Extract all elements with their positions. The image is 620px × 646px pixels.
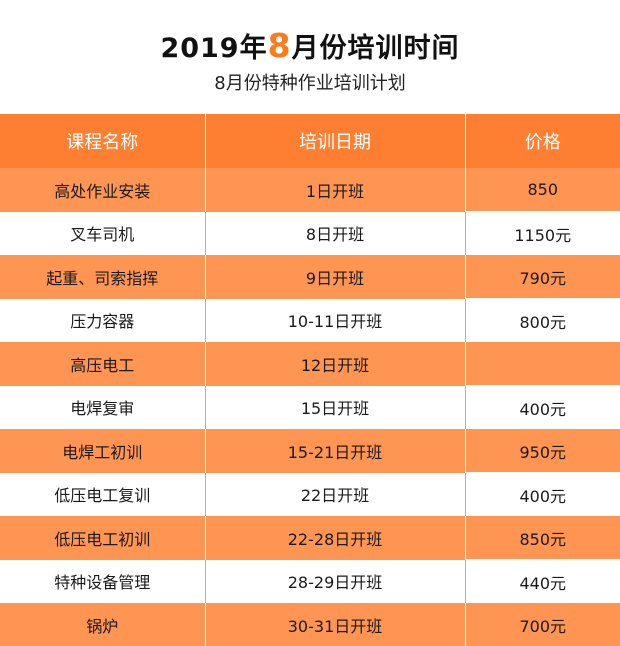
- table-row: 高处作业安装 1日开班 850: [0, 168, 620, 212]
- table-header-row: 课程名称 培训日期 价格: [0, 114, 620, 168]
- price-cell: 440元: [464, 559, 620, 603]
- training-schedule-table: 课程名称 培训日期 价格 高处作业安装 1日开班 850 叉车司机 8日开班 1…: [0, 114, 620, 646]
- price-cell: 400元: [464, 472, 620, 516]
- training-date-cell: 15日开班: [204, 385, 465, 429]
- table-row: 叉车司机 8日开班 1150元: [0, 211, 620, 255]
- training-date-cell: 1日开班: [204, 168, 465, 212]
- table-row: 压力容器 10-11日开班 800元: [0, 298, 620, 342]
- training-date-cell: 28-29日开班: [204, 559, 465, 603]
- course-name-cell: 压力容器: [0, 298, 205, 342]
- course-name-cell: 高处作业安装: [0, 168, 205, 212]
- course-name-cell: 电焊工初训: [0, 429, 205, 473]
- price-cell: 1150元: [464, 211, 620, 255]
- training-date-cell: 22日开班: [204, 472, 465, 516]
- training-date-cell: 22-28日开班: [204, 516, 465, 560]
- table-row: 低压电工复训 22日开班 400元: [0, 472, 620, 516]
- table-row: 特种设备管理 28-29日开班 440元: [0, 559, 620, 603]
- training-date-cell: 30-31日开班: [204, 603, 465, 646]
- title-year: 2019年: [160, 33, 268, 64]
- price-cell: 800元: [464, 298, 620, 342]
- training-date-cell: 9日开班: [204, 255, 465, 299]
- price-cell: 400元: [464, 385, 620, 429]
- table-row: 低压电工初训 22-28日开班 850元: [0, 516, 620, 560]
- table-row: 电焊复审 15日开班 400元: [0, 385, 620, 429]
- price-cell: 790元: [464, 255, 620, 299]
- title-month-highlight: 8: [267, 26, 292, 65]
- title-suffix: 月份培训时间: [291, 33, 460, 64]
- course-name-cell: 低压电工复训: [0, 472, 205, 516]
- table-row: 电焊工初训 15-21日开班 950元: [0, 429, 620, 473]
- header-course-name: 课程名称: [0, 114, 205, 168]
- course-name-cell: 起重、司索指挥: [0, 255, 205, 299]
- course-name-cell: 特种设备管理: [0, 559, 205, 603]
- price-cell: 850元: [464, 516, 620, 560]
- table-row: 锅炉 30-31日开班 700元: [0, 603, 620, 646]
- course-name-cell: 叉车司机: [0, 211, 205, 255]
- training-date-cell: 15-21日开班: [204, 429, 465, 473]
- table-row: 起重、司索指挥 9日开班 790元: [0, 255, 620, 299]
- course-name-cell: 高压电工: [0, 342, 205, 386]
- course-name-cell: 锅炉: [0, 603, 205, 646]
- price-cell: [464, 342, 620, 386]
- header-training-date: 培训日期: [204, 114, 465, 168]
- training-date-cell: 10-11日开班: [204, 298, 465, 342]
- page-subtitle: 8月份特种作业培训计划: [214, 73, 406, 94]
- price-cell: 700元: [464, 603, 620, 646]
- price-cell: 850: [464, 168, 620, 212]
- header-price: 价格: [464, 114, 620, 168]
- price-cell: 950元: [464, 429, 620, 473]
- table-row: 高压电工 12日开班: [0, 342, 620, 386]
- course-name-cell: 电焊复审: [0, 385, 205, 429]
- training-date-cell: 8日开班: [204, 211, 465, 255]
- page-title: 2019年8月份培训时间: [0, 26, 620, 66]
- course-name-cell: 低压电工初训: [0, 516, 205, 560]
- training-date-cell: 12日开班: [204, 342, 465, 386]
